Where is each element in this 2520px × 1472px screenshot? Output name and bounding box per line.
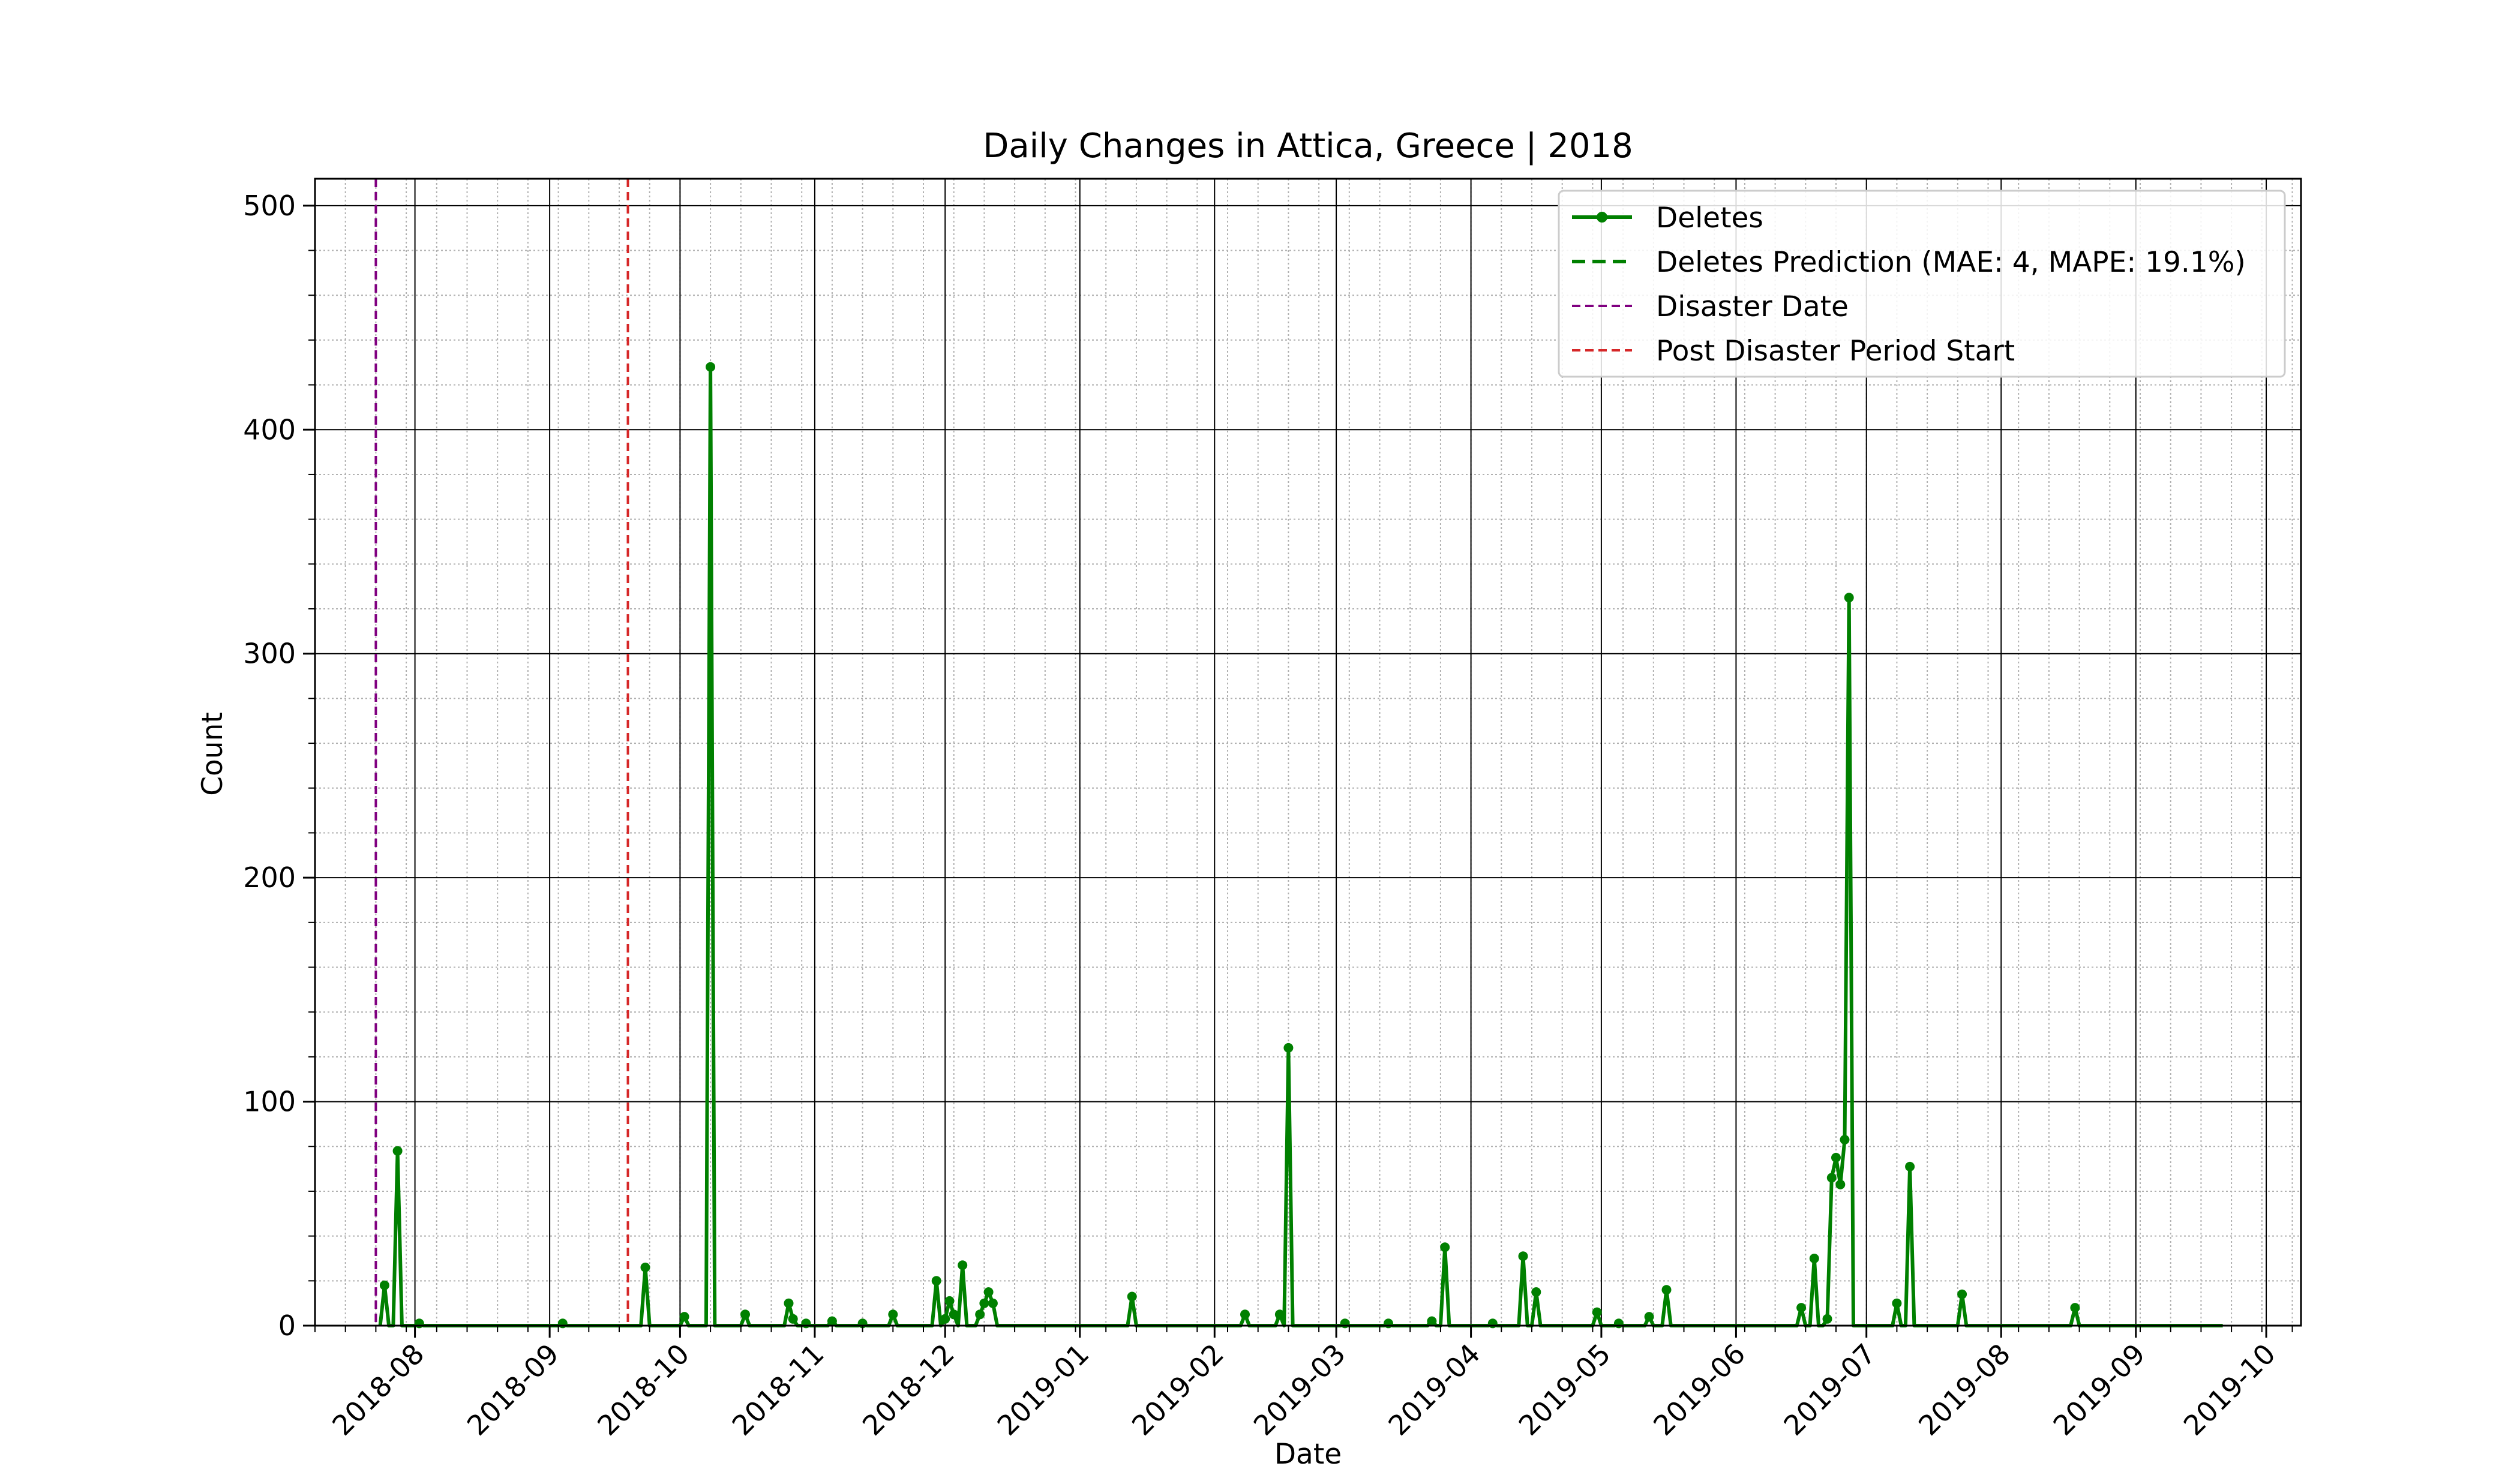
deletes-data-point: [1274, 1309, 1285, 1320]
deletes-data-point: [706, 362, 716, 372]
legend-label-deletes-prediction-mae-4-mape-19-1: Deletes Prediction (MAE: 4, MAPE: 19.1%): [1656, 246, 2246, 279]
deletes-data-point: [888, 1309, 898, 1320]
deletes-data-point: [784, 1298, 794, 1308]
deletes-data-point: [1892, 1298, 1902, 1308]
deletes-data-point: [1796, 1303, 1807, 1313]
deletes-data-point: [788, 1314, 798, 1324]
y-tick-label: 400: [243, 413, 296, 446]
deletes-data-point: [931, 1276, 941, 1286]
deletes-data-point: [979, 1298, 989, 1308]
deletes-data-point: [958, 1260, 968, 1270]
y-axis-label: Count: [196, 712, 229, 796]
deletes-data-point: [1340, 1318, 1350, 1329]
deletes-data-point: [827, 1316, 837, 1326]
deletes-data-point: [1518, 1251, 1528, 1261]
deletes-data-point: [379, 1280, 389, 1290]
y-tick-label: 500: [243, 190, 296, 222]
deletes-data-point: [1822, 1314, 1832, 1324]
deletes-data-point: [940, 1314, 950, 1324]
deletes-data-point: [801, 1318, 811, 1329]
y-tick-label: 100: [243, 1086, 296, 1118]
deletes-data-point: [1613, 1318, 1624, 1329]
deletes-data-point: [1826, 1173, 1837, 1183]
deletes-data-point: [1644, 1312, 1654, 1322]
deletes-data-point: [1957, 1289, 1967, 1299]
plot-frame: [314, 178, 2302, 1327]
legend-marker-deletes: [1597, 212, 1607, 223]
deletes-data-point: [414, 1318, 424, 1329]
y-tick-label: 300: [243, 638, 296, 670]
deletes-data-point: [557, 1318, 568, 1329]
deletes-data-point: [679, 1312, 689, 1322]
deletes-data-point: [1531, 1287, 1541, 1297]
deletes-data-point: [2070, 1303, 2080, 1313]
x-axis-label: Date: [1274, 1438, 1342, 1470]
deletes-data-point: [1844, 593, 1854, 603]
chart-title: Daily Changes in Attica, Greece | 2018: [983, 127, 1633, 166]
deletes-data-point: [1661, 1285, 1672, 1295]
legend-box: [1558, 190, 2286, 378]
legend-label-post-disaster-period-start: Post Disaster Period Start: [1656, 335, 2015, 368]
deletes-data-point: [988, 1298, 998, 1308]
legend-label-disaster-date: Disaster Date: [1656, 290, 1849, 323]
deletes-data-point: [1831, 1152, 1841, 1162]
deletes-data-point: [1240, 1309, 1250, 1320]
deletes-data-point: [1127, 1291, 1137, 1302]
deletes-data-point: [949, 1309, 959, 1320]
deletes-data-point: [392, 1146, 403, 1156]
deletes-data-point: [740, 1309, 750, 1320]
deletes-data-point: [1384, 1318, 1393, 1329]
deletes-data-point: [1283, 1043, 1294, 1053]
deletes-data-point: [983, 1287, 994, 1297]
deletes-data-point: [1840, 1135, 1850, 1144]
deletes-data-point: [640, 1262, 650, 1272]
deletes-data-point: [1487, 1318, 1498, 1329]
deletes-data-point: [944, 1296, 955, 1306]
legend: Deletes Deletes Prediction (MAE: 4, MAPE:…: [1558, 190, 2286, 378]
legend-label-deletes: Deletes: [1656, 202, 1763, 235]
deletes-data-point: [975, 1309, 985, 1320]
y-tick-label: 0: [278, 1309, 296, 1342]
deletes-data-point: [1592, 1307, 1602, 1317]
y-tick-label: 200: [243, 861, 296, 894]
deletes-data-point: [1427, 1316, 1437, 1326]
deletes-data-point: [1440, 1242, 1450, 1252]
reference-lines: [374, 179, 629, 1326]
deletes-data-point: [1809, 1254, 1819, 1263]
deletes-data-point: [1905, 1161, 1915, 1171]
minor-gridlines: [314, 179, 2301, 1326]
deletes-data-point: [1835, 1179, 1846, 1189]
